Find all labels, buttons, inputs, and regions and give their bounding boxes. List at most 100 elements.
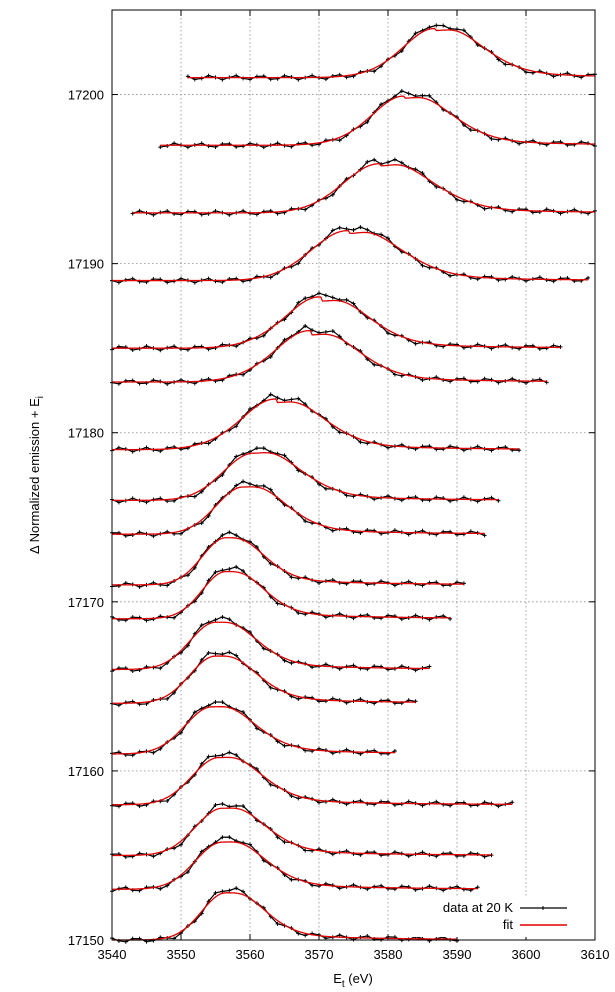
data-point [248,481,252,486]
data-point [130,496,135,501]
data-point [241,479,246,484]
data-point [268,487,273,492]
data-point [537,275,542,280]
data-point [227,888,232,893]
fit-line-17150 [111,892,458,941]
data-point [358,440,363,445]
y-tick-label: 17200 [68,88,104,103]
data-point [317,800,321,805]
data-point [192,494,197,499]
data-point [482,496,487,501]
data-point [234,454,239,459]
data-point [199,657,204,662]
series-layer [110,23,597,944]
data-point [275,601,280,606]
data-point [261,145,266,150]
data-point [406,91,411,96]
data-point [179,730,183,735]
data-point [234,564,239,569]
data-point [427,93,432,98]
data-line-17161 [111,701,396,756]
series-17183 [110,323,549,386]
data-point [282,743,287,748]
data-point [220,835,225,840]
axis-ticks: 3540 3550 3560 3570 3580 3590 3600 3610 17150 171… [68,10,609,962]
data-point [351,227,356,232]
data-point [179,842,183,847]
data-point [337,933,342,938]
fit-line-17185 [112,296,561,349]
data-point [206,650,211,655]
data-point [344,297,349,302]
fit-line-17174 [111,486,485,535]
data-point [461,199,466,204]
data-point [254,446,259,451]
data-point [248,407,252,412]
x-tick-label: 3540 [98,947,127,962]
data-point [303,207,308,212]
data-point [275,921,280,926]
data-point [137,208,142,213]
data-point [268,354,273,359]
data-point [386,236,390,241]
data-point [365,159,370,164]
data-point [213,651,218,656]
data-point [275,395,280,400]
y-axis-label: Δ Normalized emission + Ei [27,396,46,554]
data-point [234,533,239,538]
fit-line-17158 [111,756,513,806]
fit-line-17155 [111,807,492,857]
data-point [420,528,425,533]
data-point [227,750,232,755]
data-point [268,685,273,690]
data-point [337,138,342,143]
data-point [151,854,156,859]
data-point [199,489,204,494]
data-point [510,800,515,805]
data-line-17171 [111,531,464,588]
data-point [303,296,308,301]
data-line-17166 [111,616,430,672]
data-point [441,802,446,807]
data-point [372,362,377,367]
data-point [261,858,266,863]
data-point [330,852,335,857]
data-point [510,376,515,381]
data-point [344,747,349,752]
y-tick-label: 17180 [68,426,104,441]
data-point [241,568,246,573]
data-point [406,937,411,942]
x-tick-label: 3590 [443,947,472,962]
data-point [234,886,239,891]
data-point [461,122,466,127]
data-point [461,28,466,33]
data-point [330,228,335,233]
data-point [220,77,225,82]
data-point [337,225,342,230]
data-point [296,931,301,936]
data-point [296,396,301,401]
data-point [392,528,397,533]
data-point [282,453,287,458]
series-17193 [130,157,597,217]
data-point [468,128,473,132]
data-point [172,279,177,284]
data-point [227,650,232,655]
data-point [427,664,432,669]
data-line-17189 [111,226,589,284]
data-point [172,498,177,503]
data-point [475,444,480,449]
data-point [261,646,266,651]
grid-lines [112,10,595,940]
data-point [179,531,183,536]
series-17150 [110,886,459,944]
data-point [475,342,480,347]
data-point [310,73,315,78]
data-point [317,482,321,487]
data-point [351,663,356,668]
data-point [254,726,259,731]
data-point [206,441,211,446]
data-point [296,300,301,305]
data-point [220,753,225,758]
